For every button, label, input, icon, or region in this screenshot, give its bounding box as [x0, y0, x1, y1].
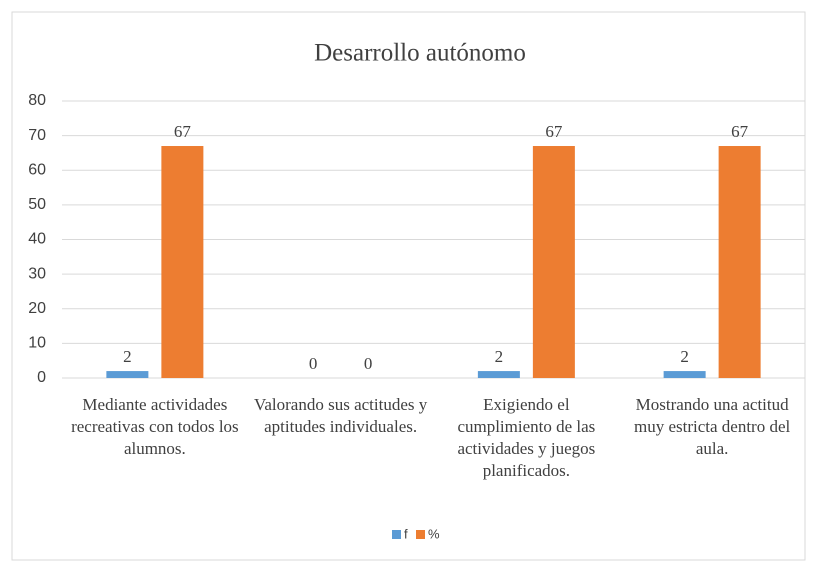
legend-swatch [416, 530, 425, 539]
y-tick-label: 10 [28, 335, 46, 352]
data-label: 2 [123, 347, 132, 366]
data-label: 67 [174, 122, 192, 141]
bar [532, 146, 575, 378]
legend-label: f [404, 526, 408, 541]
y-tick-label: 0 [37, 369, 46, 386]
data-label: 67 [731, 122, 749, 141]
y-tick-label: 60 [28, 161, 46, 178]
data-label: 0 [309, 354, 318, 373]
legend-label: % [428, 526, 440, 541]
chart-border [11, 11, 806, 561]
data-label: 0 [364, 354, 373, 373]
x-tick-label: Mediante actividades recreativas con tod… [71, 395, 239, 458]
bar [106, 371, 149, 378]
y-tick-label: 30 [28, 265, 46, 282]
y-tick-label: 20 [28, 300, 46, 317]
legend-swatch [392, 530, 401, 539]
y-tick-label: 70 [28, 127, 46, 144]
bar [718, 146, 761, 378]
x-tick-label: Exigiendo el cumplimiento de las activid… [457, 395, 596, 480]
data-label: 2 [680, 347, 689, 366]
x-tick-label: Valorando sus actitudes y aptitudes indi… [253, 395, 428, 436]
bar [161, 146, 204, 378]
x-tick-label: Mostrando una actitud muy estricta dentr… [633, 395, 791, 458]
data-label: 2 [495, 347, 504, 366]
data-label: 67 [545, 122, 563, 141]
y-tick-label: 80 [28, 92, 46, 109]
bar [477, 371, 520, 378]
y-tick-label: 40 [28, 231, 46, 248]
y-tick-label: 50 [28, 196, 46, 213]
bar [663, 371, 706, 378]
chart-title: Desarrollo autónomo [314, 40, 526, 67]
